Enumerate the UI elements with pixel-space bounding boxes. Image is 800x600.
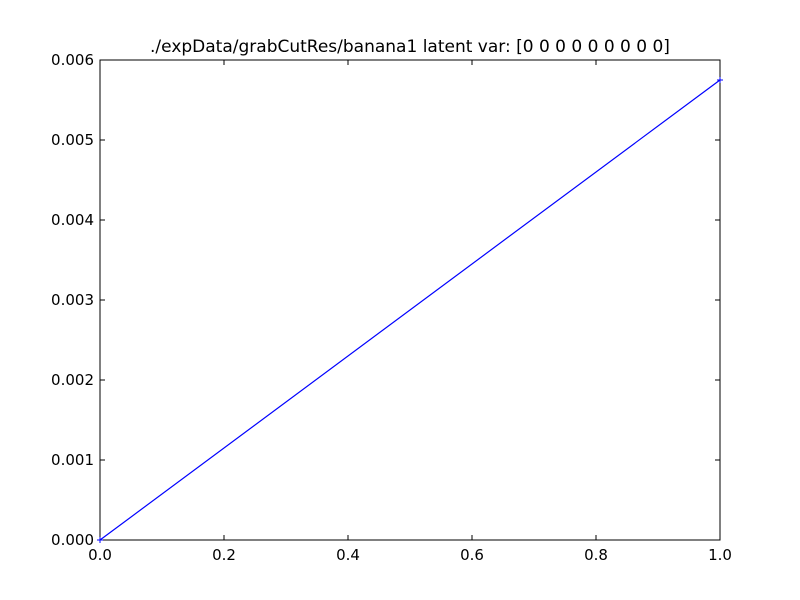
y-tick-label: 0.001 <box>51 451 94 469</box>
y-tick-label: 0.002 <box>51 371 94 389</box>
y-tick-label: 0.006 <box>51 51 94 69</box>
chart-title: ./expData/grabCutRes/banana1 latent var:… <box>150 37 670 57</box>
data-point <box>97 537 103 543</box>
x-tick-label: 0.4 <box>336 546 360 564</box>
x-axis-ticks: 0.0 0.2 0.4 0.6 0.8 1.0 <box>88 60 732 564</box>
y-tick-label: 0.000 <box>51 531 94 549</box>
data-point <box>717 77 723 83</box>
series-line <box>99 79 721 541</box>
y-tick-label: 0.004 <box>51 211 94 229</box>
y-axis-ticks: 0.000 0.001 0.002 0.003 0.004 0.005 0.006 <box>51 51 720 549</box>
x-tick-label: 0.6 <box>460 546 484 564</box>
x-tick-label: 0.8 <box>584 546 608 564</box>
x-tick-label: 0.0 <box>88 546 112 564</box>
x-tick-label: 1.0 <box>708 546 732 564</box>
y-tick-label: 0.003 <box>51 291 94 309</box>
y-tick-label: 0.005 <box>51 131 94 149</box>
series-layer <box>97 77 723 543</box>
x-tick-label: 0.2 <box>212 546 236 564</box>
plot-area-frame <box>99 59 721 541</box>
